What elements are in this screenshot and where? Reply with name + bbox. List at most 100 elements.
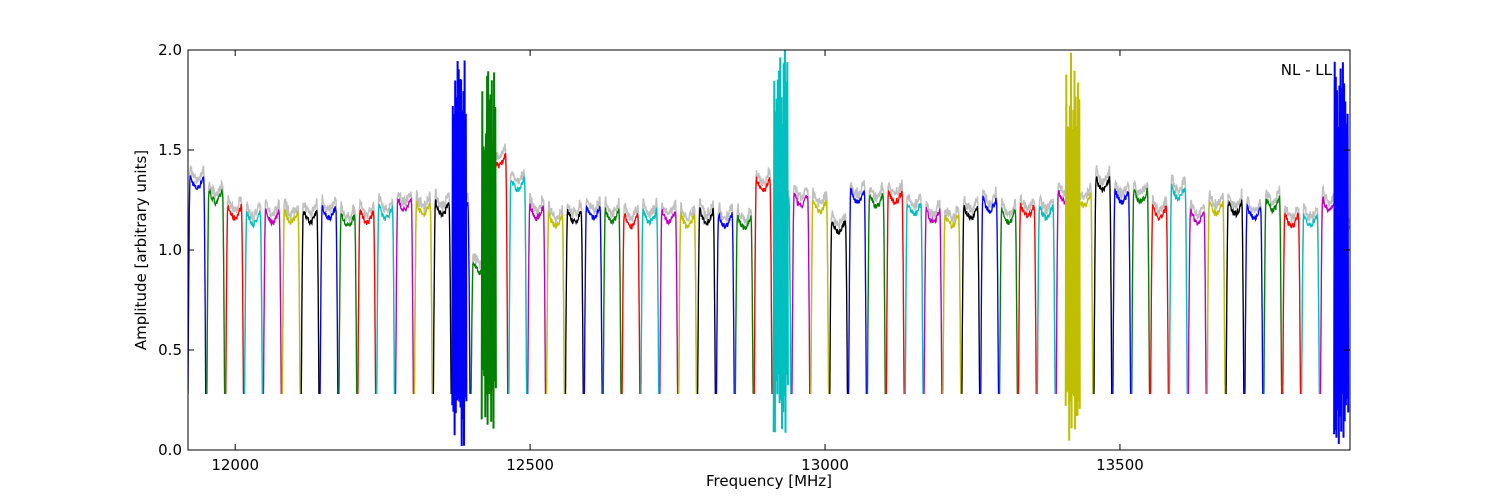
band-line bbox=[621, 212, 641, 395]
band-line bbox=[394, 197, 414, 395]
background-band-line bbox=[413, 189, 433, 386]
background-band-line bbox=[602, 196, 622, 387]
band-line bbox=[1206, 199, 1226, 395]
background-band-line bbox=[829, 210, 849, 390]
background-band-line bbox=[1187, 199, 1207, 389]
band-line bbox=[300, 209, 320, 395]
band-line bbox=[961, 204, 981, 395]
band-line bbox=[1131, 187, 1151, 395]
background-band-line bbox=[1093, 165, 1113, 387]
background-band-line bbox=[810, 187, 830, 390]
rfi-spike bbox=[1333, 61, 1350, 445]
background-band-line bbox=[1263, 185, 1283, 391]
band-line bbox=[508, 174, 528, 395]
background-band-line bbox=[923, 199, 943, 389]
background-band-line bbox=[527, 192, 547, 388]
band-line bbox=[810, 199, 830, 395]
background-band-line bbox=[678, 201, 698, 388]
background-band-line bbox=[904, 192, 924, 385]
x-tick-label: 12000 bbox=[211, 456, 259, 474]
band-line bbox=[1149, 204, 1169, 395]
band-line bbox=[545, 210, 565, 395]
background-band-line bbox=[262, 198, 282, 389]
band-line bbox=[1244, 202, 1264, 395]
background-band-line bbox=[866, 182, 886, 388]
band-line bbox=[659, 208, 679, 395]
background-band-line bbox=[432, 188, 452, 389]
background-band-line bbox=[243, 201, 264, 386]
y-tick-label: 0.0 bbox=[158, 441, 182, 459]
band-line bbox=[262, 208, 282, 395]
band-line bbox=[1036, 204, 1056, 395]
band-line bbox=[1112, 188, 1132, 395]
background-band-line bbox=[791, 184, 811, 387]
band-line bbox=[243, 210, 263, 395]
background-band-line bbox=[508, 169, 528, 387]
band-line bbox=[980, 195, 1000, 395]
background-band-line bbox=[583, 196, 603, 387]
y-tick-label: 0.5 bbox=[158, 341, 182, 359]
band-line bbox=[432, 199, 452, 395]
background-band-line bbox=[734, 203, 754, 387]
band-line bbox=[1187, 208, 1207, 395]
band-line bbox=[942, 213, 962, 395]
background-band-line bbox=[696, 198, 717, 388]
background-band-line bbox=[281, 197, 301, 388]
rfi-spike bbox=[1064, 52, 1081, 441]
band-line bbox=[1263, 195, 1283, 395]
x-tick-label: 13000 bbox=[801, 456, 849, 474]
rfi-spike bbox=[772, 50, 789, 433]
corner-annotation: NL - LL bbox=[1281, 61, 1333, 79]
background-band-line bbox=[564, 199, 584, 389]
band-line bbox=[602, 207, 622, 395]
band-line bbox=[715, 211, 735, 395]
background-band-line bbox=[1282, 205, 1302, 388]
background-band-line bbox=[300, 198, 320, 387]
band-line bbox=[866, 192, 886, 395]
background-band-line bbox=[621, 202, 641, 385]
y-axis-ticks: 0.0 0.5 1.0 1.5 2.0 bbox=[158, 41, 1350, 459]
band-line bbox=[904, 203, 924, 395]
background-band-line bbox=[715, 202, 735, 385]
y-axis-label: Amplitude [arbitrary units] bbox=[132, 150, 150, 350]
background-band-line bbox=[847, 180, 868, 389]
band-line bbox=[1225, 199, 1245, 395]
band-line bbox=[527, 203, 547, 395]
band-line bbox=[188, 175, 207, 395]
band-line bbox=[225, 203, 245, 395]
band-line bbox=[206, 187, 226, 395]
rfi-spike bbox=[480, 71, 497, 429]
background-band-line bbox=[319, 194, 339, 389]
band-line bbox=[998, 207, 1018, 395]
band-line bbox=[319, 205, 339, 395]
background-band-line bbox=[885, 179, 905, 388]
band-line bbox=[696, 207, 716, 395]
band-line bbox=[923, 207, 943, 395]
band-line bbox=[1300, 212, 1320, 395]
y-tick-label: 1.0 bbox=[158, 241, 182, 259]
band-line bbox=[1168, 183, 1188, 395]
background-band-line bbox=[394, 191, 415, 390]
background-band-line bbox=[942, 205, 962, 390]
background-band-line bbox=[338, 201, 358, 390]
background-band-line bbox=[640, 197, 660, 384]
background-band-line bbox=[961, 195, 981, 388]
background-band-line bbox=[1225, 188, 1245, 389]
background-band-line bbox=[1036, 193, 1056, 388]
plot-area bbox=[188, 50, 1350, 450]
band-line bbox=[413, 200, 433, 395]
band-line bbox=[885, 189, 905, 395]
rfi-spikes bbox=[451, 50, 1350, 447]
background-band-line bbox=[357, 198, 377, 390]
band-line bbox=[564, 208, 584, 395]
band-line bbox=[583, 205, 603, 395]
background-band-line bbox=[1017, 193, 1037, 388]
x-axis-label: Frequency [MHz] bbox=[706, 472, 832, 490]
y-tick-label: 2.0 bbox=[158, 41, 182, 59]
background-band-line bbox=[1206, 190, 1226, 386]
background-band-line bbox=[225, 195, 245, 390]
y-tick-label: 1.5 bbox=[158, 141, 182, 159]
background-band-line bbox=[753, 167, 773, 387]
band-line bbox=[376, 203, 396, 395]
